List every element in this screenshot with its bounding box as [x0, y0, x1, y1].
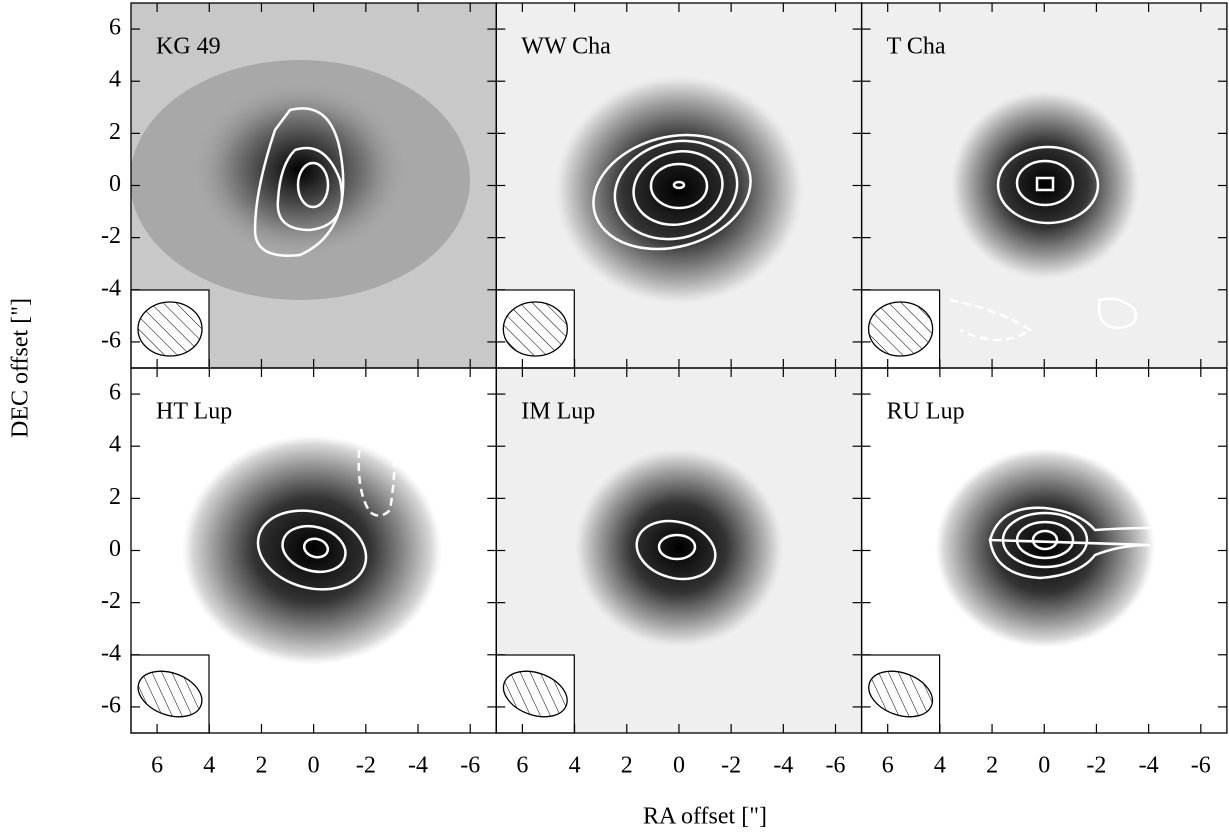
- images: [131, 60, 1155, 665]
- contour: [635, 519, 717, 581]
- contour: [672, 180, 686, 190]
- y-tick-label: -4: [101, 640, 121, 666]
- contour: [281, 524, 347, 574]
- x-tick-label: 2: [986, 753, 998, 779]
- y-tick-label: 0: [109, 171, 121, 197]
- contour: [302, 537, 330, 559]
- y-tick-label: 4: [109, 432, 121, 458]
- contour: [253, 107, 345, 257]
- y-tick-label: 6: [109, 15, 121, 41]
- y-axis-label: DEC offset ["]: [8, 298, 34, 438]
- contour: [1097, 297, 1138, 330]
- contour: [256, 509, 368, 591]
- x-tick-label: -4: [408, 753, 428, 779]
- x-tick-label: 6: [882, 753, 894, 779]
- contour: [296, 161, 330, 209]
- contour: [592, 133, 752, 251]
- y-tick-label: 0: [109, 536, 121, 562]
- x-tick-label: -6: [460, 753, 480, 779]
- emission: [574, 448, 784, 648]
- x-tick-label: 6: [151, 753, 163, 779]
- contour: [276, 146, 344, 232]
- panel-title: T Cha: [887, 34, 946, 60]
- x-tick-label: 4: [934, 753, 946, 779]
- contour: [1035, 176, 1055, 192]
- contour: [1031, 529, 1059, 551]
- x-tick-label: 0: [308, 753, 320, 779]
- panel-title: IM Lup: [521, 399, 595, 425]
- contour: [613, 139, 739, 241]
- contour: [357, 434, 397, 517]
- contour: [1015, 520, 1075, 560]
- x-tick-label: 6: [516, 753, 528, 779]
- emission: [190, 80, 410, 260]
- contour: [657, 533, 697, 561]
- x-tick-label: -2: [356, 753, 376, 779]
- emission: [950, 90, 1140, 280]
- x-tick-label: -4: [1139, 753, 1159, 779]
- y-tick-label: -6: [101, 692, 121, 718]
- x-tick-label: 0: [673, 753, 685, 779]
- panel-title: KG 49: [156, 34, 221, 60]
- contour: [1015, 159, 1075, 207]
- beam: [868, 670, 934, 718]
- beam: [502, 301, 568, 357]
- y-tick-label: -2: [101, 588, 121, 614]
- y-tick-label: 2: [109, 119, 121, 145]
- x-tick-label: -2: [1086, 753, 1106, 779]
- y-tick-label: -2: [101, 223, 121, 249]
- y-tick-label: -6: [101, 327, 121, 353]
- x-tick-label: 4: [569, 753, 581, 779]
- beam: [137, 301, 203, 357]
- y-tick-label: 4: [109, 67, 121, 93]
- panel-title: HT Lup: [156, 399, 232, 425]
- x-tick-label: 2: [255, 753, 267, 779]
- x-tick-label: 4: [203, 753, 215, 779]
- contour: [996, 145, 1100, 225]
- contour: [1001, 511, 1089, 569]
- contour: [632, 150, 724, 226]
- y-tick-label: 2: [109, 484, 121, 510]
- x-tick-label: -4: [773, 753, 793, 779]
- x-tick-label: -6: [1191, 753, 1211, 779]
- beam: [867, 301, 934, 357]
- contour: [988, 506, 1151, 580]
- contour: [949, 298, 1033, 342]
- y-tick-label: -4: [101, 275, 121, 301]
- x-tick-label: 0: [1038, 753, 1050, 779]
- emission: [554, 75, 804, 305]
- x-tick-label: -6: [826, 753, 846, 779]
- beam: [137, 670, 203, 718]
- y-tick-label: 6: [109, 380, 121, 406]
- emission: [182, 435, 442, 665]
- beam: [502, 670, 568, 718]
- contour: [649, 162, 709, 210]
- x-tick-label: -2: [721, 753, 741, 779]
- x-tick-label: 2: [621, 753, 633, 779]
- panel-title: RU Lup: [887, 399, 965, 425]
- panel-title: WW Cha: [521, 34, 611, 60]
- x-axis-label: RA offset ["]: [643, 804, 767, 830]
